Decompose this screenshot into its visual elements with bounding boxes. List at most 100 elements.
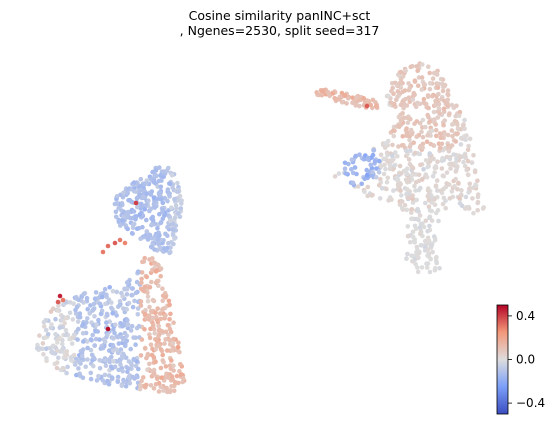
scatter-point [96, 373, 101, 379]
scatter-point [456, 113, 462, 118]
scatter-point [171, 241, 176, 247]
scatter-point [162, 341, 167, 346]
scatter-point [153, 280, 159, 286]
scatter-point [445, 92, 450, 97]
scatter-point [129, 366, 134, 372]
scatter-point [137, 212, 143, 217]
scatter-point [402, 88, 408, 93]
scatter-point [409, 131, 415, 137]
scatter-point [50, 343, 56, 349]
scatter-point [349, 157, 355, 162]
scatter-points [34, 61, 487, 395]
scatter-point [159, 375, 164, 381]
scatter-point [90, 332, 95, 338]
scatter-point [129, 199, 134, 204]
scatter-point [413, 261, 418, 267]
scatter-point [57, 325, 63, 331]
scatter-point [113, 214, 119, 220]
scatter-point [461, 159, 466, 165]
scatter-point [114, 194, 120, 199]
scatter-point [103, 301, 108, 307]
scatter-point [420, 145, 426, 151]
scatter-point [434, 178, 440, 183]
scatter-point [160, 358, 165, 363]
scatter-point [433, 127, 439, 133]
scatter-point [453, 160, 458, 165]
scatter-point [427, 158, 433, 164]
scatter-point [149, 245, 155, 250]
scatter-point [56, 355, 61, 361]
scatter-point [156, 262, 161, 268]
scatter-point [53, 332, 58, 337]
scatter-point [426, 105, 431, 111]
scatter-point [165, 198, 170, 204]
scatter-point [105, 243, 111, 249]
scatter-point [180, 379, 185, 385]
scatter-point [471, 153, 476, 158]
scatter-point [369, 193, 375, 198]
scatter-point [180, 375, 186, 381]
scatter-point [163, 231, 168, 237]
scatter-point [172, 215, 178, 221]
scatter-point [390, 85, 396, 91]
scatter-point [413, 104, 419, 110]
scatter-point [115, 379, 121, 385]
scatter-point [467, 186, 473, 191]
scatter-point [153, 269, 159, 274]
scatter-point [404, 207, 410, 213]
scatter-point [112, 201, 118, 207]
scatter-point [41, 319, 47, 325]
scatter-point [314, 90, 320, 95]
scatter-point [139, 201, 144, 207]
scatter-point [119, 383, 125, 389]
scatter-point [118, 223, 123, 228]
scatter-point [41, 352, 46, 357]
scatter-point [73, 360, 78, 366]
scatter-point [446, 149, 452, 154]
scatter-point [179, 201, 184, 206]
scatter-point [85, 345, 90, 351]
scatter-point [138, 353, 144, 358]
scatter-point [403, 148, 409, 153]
scatter-point [136, 323, 142, 329]
scatter-point [457, 201, 463, 206]
scatter-point [381, 171, 387, 177]
scatter-point [83, 364, 88, 370]
scatter-point [330, 91, 336, 96]
scatter-point [84, 339, 90, 344]
scatter-point [434, 133, 439, 139]
scatter-point [418, 221, 424, 227]
scatter-point [84, 295, 90, 301]
scatter-point [433, 184, 439, 189]
scatter-point [145, 237, 151, 242]
scatter-point [172, 197, 177, 202]
scatter-point [88, 376, 94, 382]
scatter-point [397, 163, 403, 169]
scatter-point [169, 205, 174, 210]
scatter-point [378, 152, 384, 158]
scatter-point [169, 358, 174, 363]
scatter-point [145, 353, 150, 359]
scatter-point [89, 352, 95, 358]
scatter-point [440, 173, 446, 178]
scatter-point [142, 207, 148, 212]
scatter-point [139, 378, 144, 384]
scatter-point [171, 368, 176, 373]
scatter-point [40, 341, 46, 346]
scatter-point [466, 143, 471, 149]
scatter-point [427, 269, 433, 275]
scatter-point [404, 126, 409, 131]
scatter-point [131, 356, 137, 362]
scatter-point [67, 310, 73, 316]
scatter-point [404, 192, 409, 197]
scatter-point [365, 155, 371, 161]
scatter-point [97, 301, 103, 307]
scatter-point [332, 174, 338, 179]
scatter-point [438, 135, 444, 141]
scatter-point [438, 188, 443, 194]
scatter-point [150, 221, 155, 227]
scatter-point [398, 188, 403, 193]
scatter-point [91, 301, 97, 307]
scatter-point [155, 226, 160, 231]
